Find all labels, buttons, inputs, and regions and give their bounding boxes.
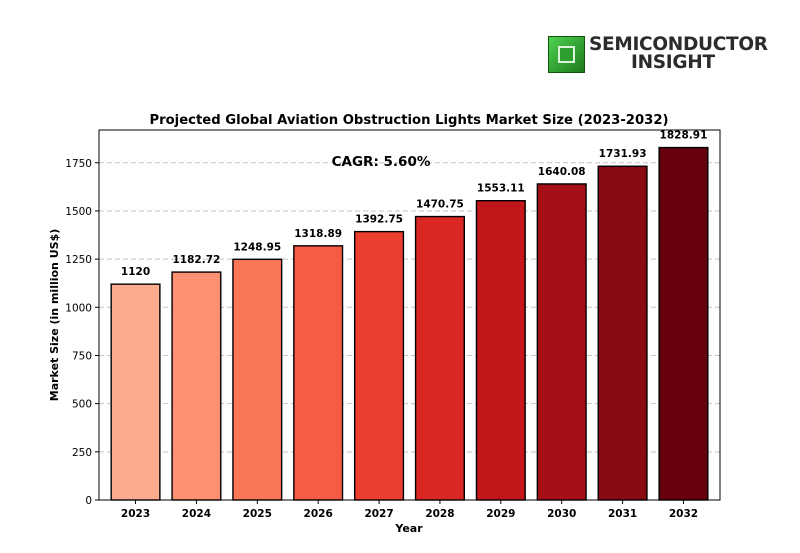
x-tick-label: 2026 <box>304 508 333 520</box>
y-tick-label: 500 <box>72 399 92 411</box>
value-label: 1318.89 <box>294 228 342 240</box>
bar-2027 <box>354 230 405 501</box>
value-label: 1640.08 <box>538 166 586 178</box>
logo-line1: SEMICONDUCTOR <box>589 34 768 55</box>
y-tick-label: 250 <box>72 447 92 459</box>
brand-logo: SEMICONDUCTOR INSIGHT <box>548 34 768 74</box>
value-label: 1731.93 <box>599 148 647 160</box>
value-label: 1120 <box>121 266 150 278</box>
y-tick-label: 1250 <box>65 254 92 266</box>
y-tick-label: 0 <box>85 495 92 507</box>
x-tick-label: 2023 <box>121 508 150 520</box>
value-label: 1553.11 <box>477 183 525 195</box>
bar-2031 <box>597 165 648 501</box>
chart-title: Projected Global Aviation Obstruction Li… <box>149 113 668 128</box>
value-label: 1470.75 <box>416 199 464 211</box>
bar-2023 <box>110 283 161 501</box>
cagr-annotation: CAGR: 5.60% <box>332 154 431 170</box>
bar-2030 <box>536 183 587 501</box>
x-tick-label: 2024 <box>182 508 211 520</box>
value-labels: 1120 1182.72 1248.95 1318.89 1392.75 1470.75 1… <box>121 130 707 279</box>
value-label: 1828.91 <box>660 130 708 142</box>
x-tick-label: 2028 <box>425 508 454 520</box>
x-axis-label: Year <box>394 522 423 535</box>
x-tick-label: 2031 <box>608 508 637 520</box>
bar-2024 <box>171 271 222 501</box>
bar-2028 <box>414 215 465 501</box>
chip-icon <box>548 36 585 73</box>
bar-2032 <box>658 146 709 501</box>
y-tick-label: 1750 <box>65 158 92 170</box>
y-ticks: 0 250 500 750 1000 1250 1500 1750 <box>65 158 99 507</box>
x-tick-label: 2029 <box>486 508 515 520</box>
y-tick-label: 1000 <box>65 302 92 314</box>
bar-2029 <box>475 200 526 501</box>
y-tick-label: 750 <box>72 350 92 362</box>
y-tick-label: 1500 <box>65 206 92 218</box>
logo-line2: INSIGHT <box>631 52 715 73</box>
x-tick-label: 2025 <box>243 508 272 520</box>
x-ticks: 2023 2024 2025 2026 2027 2028 2029 2030 2031 2032 <box>121 500 698 520</box>
value-label: 1392.75 <box>355 214 403 226</box>
x-tick-label: 2027 <box>364 508 393 520</box>
y-axis-label: Market Size (in million US$) <box>48 229 61 402</box>
x-tick-label: 2032 <box>669 508 698 520</box>
plot-frame <box>98 129 721 501</box>
value-label: 1248.95 <box>233 241 281 253</box>
bar-2026 <box>293 245 344 501</box>
bar-2025 <box>232 258 283 501</box>
value-label: 1182.72 <box>172 254 220 266</box>
bars <box>110 146 709 501</box>
x-tick-label: 2030 <box>547 508 576 520</box>
